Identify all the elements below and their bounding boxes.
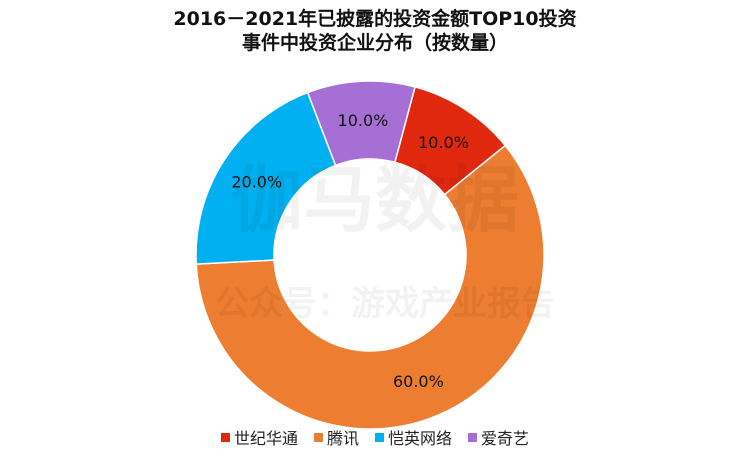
slice-3 (306, 80, 416, 167)
legend-label: 世纪华通 (233, 429, 298, 448)
legend-label: 恺英网络 (388, 429, 453, 448)
chart-title-line2: 事件中投资企业分布（按数量） (241, 32, 508, 54)
legend-label: 腾讯 (326, 429, 359, 448)
legend: 世纪华通 腾讯 恺英网络 爱奇艺 (0, 425, 750, 449)
chart-title-line1: 2016－2021年已披露的投资金额TOP10投资 (173, 8, 577, 30)
data-label: 10.0% (338, 111, 389, 130)
slice-2 (195, 91, 337, 265)
data-label: 60.0% (393, 372, 444, 391)
legend-label: 爱奇艺 (481, 429, 530, 448)
legend-swatch (313, 432, 323, 442)
legend-item: 爱奇艺 (468, 425, 529, 449)
legend-swatch (375, 432, 384, 442)
data-label: 20.0% (231, 172, 282, 191)
watermark-main: 伽马数据 (231, 158, 519, 242)
slice-1 (195, 144, 545, 430)
legend-item: 恺英网络 (375, 425, 452, 449)
legend-swatch (220, 432, 230, 442)
legend-item: 世纪华通 (220, 425, 298, 449)
data-label: 10.0% (418, 133, 469, 152)
legend-swatch (468, 432, 478, 442)
legend-item: 腾讯 (313, 425, 359, 449)
watermark-sub: 公众号：游戏产业报告 (215, 284, 555, 324)
